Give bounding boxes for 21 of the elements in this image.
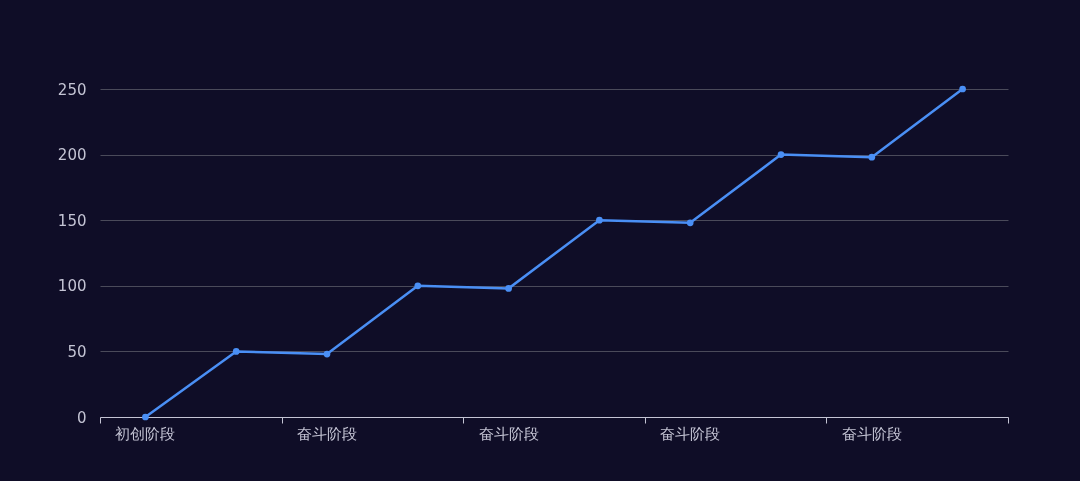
point: [505, 285, 512, 292]
x-tick-label: 奋斗阶段: [660, 425, 721, 443]
y-tick-label: 150: [57, 211, 87, 230]
x-tick-label: 奋斗阶段: [841, 425, 902, 443]
y-tick-label: 250: [57, 80, 87, 99]
point: [142, 413, 149, 421]
y-tick-label: 200: [57, 146, 87, 165]
y-tick-label: 50: [67, 342, 87, 361]
x-tick-label: 初创阶段: [115, 425, 176, 443]
point: [232, 348, 240, 355]
point: [777, 151, 785, 158]
x-tick-label: 奋斗阶段: [297, 425, 357, 443]
point: [686, 219, 694, 227]
point: [323, 350, 331, 358]
y-tick-label: 0: [76, 408, 87, 427]
point: [414, 282, 422, 290]
point: [596, 216, 603, 224]
point: [868, 153, 876, 161]
y-tick-label: 100: [57, 277, 87, 296]
point: [959, 85, 966, 93]
x-tick-label: 奋斗阶段: [478, 425, 539, 443]
